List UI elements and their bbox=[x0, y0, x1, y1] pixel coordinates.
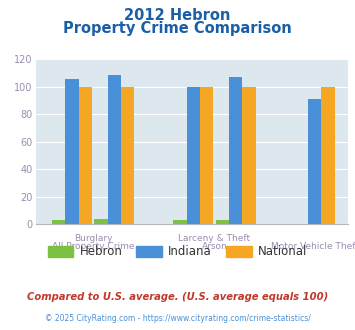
Text: Arson: Arson bbox=[202, 242, 227, 251]
Bar bbox=[242, 87, 256, 224]
Bar bbox=[321, 87, 334, 224]
Text: 2012 Hebron: 2012 Hebron bbox=[124, 8, 231, 23]
Text: Burglary: Burglary bbox=[74, 234, 113, 243]
Legend: Hebron, Indiana, National: Hebron, Indiana, National bbox=[43, 241, 312, 263]
Text: Larceny & Theft: Larceny & Theft bbox=[178, 234, 251, 243]
Bar bbox=[200, 87, 213, 224]
Text: © 2025 CityRating.com - https://www.cityrating.com/crime-statistics/: © 2025 CityRating.com - https://www.city… bbox=[45, 314, 310, 323]
Bar bbox=[308, 99, 321, 224]
Bar bbox=[108, 75, 121, 224]
Text: Motor Vehicle Theft: Motor Vehicle Theft bbox=[271, 242, 355, 251]
Bar bbox=[121, 87, 135, 224]
Text: All Property Crime: All Property Crime bbox=[52, 242, 135, 251]
Bar bbox=[215, 220, 229, 224]
Bar bbox=[229, 77, 242, 224]
Bar bbox=[78, 87, 92, 224]
Bar bbox=[52, 220, 65, 224]
Text: Property Crime Comparison: Property Crime Comparison bbox=[63, 21, 292, 36]
Bar bbox=[65, 79, 78, 224]
Bar bbox=[173, 220, 186, 224]
Text: Compared to U.S. average. (U.S. average equals 100): Compared to U.S. average. (U.S. average … bbox=[27, 292, 328, 302]
Bar bbox=[94, 219, 108, 224]
Bar bbox=[186, 87, 200, 224]
